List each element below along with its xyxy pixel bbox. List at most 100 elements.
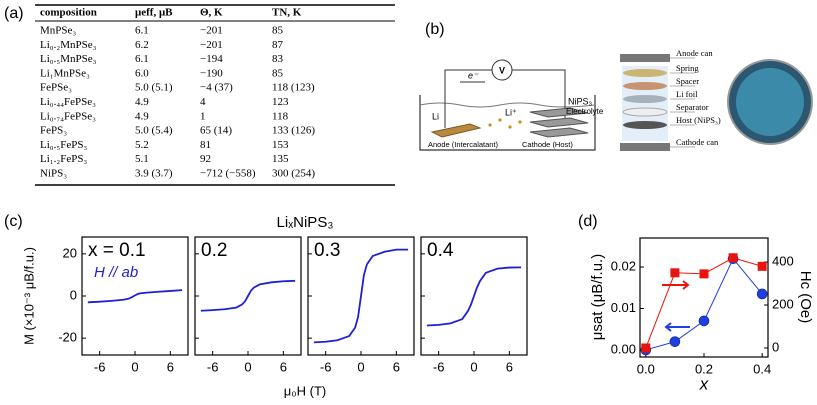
y2-tick-label: 200 [772,296,794,311]
electrolyte [622,66,668,141]
cell: 85 [272,67,284,79]
y2-tick-label: 400 [772,253,794,268]
cell: −201 [200,39,223,51]
panel-label: 0.4 [427,240,454,261]
cell: 6.0 [135,67,149,79]
cell: 85 [272,25,284,37]
cell: 6.2 [135,39,149,51]
cell: Li₁.₂FePS₃ [40,153,87,165]
anode [430,123,482,138]
spring [623,69,667,77]
y-tick-label: 20 [63,245,77,260]
cell: Li₁MnPSe₃ [40,67,90,79]
curve [87,289,183,304]
marker [699,269,709,279]
x-tick-label: 0.0 [637,361,655,376]
panel-label: 0.3 [314,240,340,261]
y-tick-label: 0.01 [611,300,636,315]
wire [444,69,492,128]
anode-label: Anode (Intercalatant) [428,140,499,149]
y-axis-label: M (×10⁻³ μB/f.u.) [21,247,36,345]
x-tick-label: 6 [280,359,287,374]
marker [669,336,681,347]
separator [622,107,668,117]
panel-label: (b) [425,21,445,38]
stack-label: Host (NiPS₃) [676,115,721,125]
y-tick-label: 0 [70,287,77,302]
x-axis-label: x [699,374,709,393]
column-header: composition [40,7,97,19]
electrolyte-level [419,102,596,108]
y-tick-label: 0.00 [611,341,636,356]
cell: 92 [200,153,211,165]
marker [756,288,768,300]
x-tick-label: 0 [131,359,138,374]
stack-labels: Anode can Spring Spacer Li foil Separator Hos… [670,48,721,148]
y2-tick-label: 0 [772,339,779,354]
y-axis-label: μsat (μB/f.u.) [589,254,606,340]
voltmeter [491,59,513,81]
curve [313,248,409,344]
cell: 6.1 [135,53,149,65]
plot-frame [639,237,769,358]
chart-title: LiₓNiPS₃ [277,214,334,231]
cell: −4 (37) [200,82,233,94]
cell: 133 (126) [272,125,315,137]
stack-label: Separator [676,102,709,112]
voltmeter-label: V [499,65,505,75]
cell: FePSe₃ [40,82,72,94]
x-tick-label: -6 [94,359,106,374]
panel-label: x = 0.1 [88,240,146,261]
photo [736,68,804,136]
cell: Li₀.₂MnPSe₃ [40,39,97,51]
cell: 4 [200,96,206,108]
cell: 118 [272,110,289,122]
host-label: NiPS₃ [568,96,593,106]
ion-label: Li⁺ [505,107,517,117]
x-tick-label: 6 [393,359,400,374]
marker [757,261,767,271]
curve [426,266,522,327]
stack-label: Spacer [676,76,699,86]
x-tick-label: -6 [207,359,219,374]
x-tick-label: 0 [470,359,477,374]
marker [728,253,738,263]
beaker [419,95,596,151]
cell: 3.9 (3.7) [135,168,173,180]
panel-label: (a) [4,5,24,22]
y2-axis-label: Hc (Oe) [797,271,814,324]
cell: 81 [200,139,211,151]
cell: 123 [272,96,289,108]
x-axis-label: μ₀H (T) [284,383,327,398]
axis-arrow [664,322,690,332]
cell: 118 (123) [272,82,315,94]
table: composition μeff, μB Θ, K TN, K MnPSe₃ 6.1 −20… [35,4,395,186]
x-tick-label: 0 [357,359,364,374]
cell: Li₀.₄₄FePSe₃ [40,96,96,108]
x-tick-label: -6 [320,359,332,374]
cell: 300 (254) [272,168,315,180]
cell: 153 [272,139,289,151]
cell: −712 (−558) [200,168,256,180]
cell-diagram: V e⁻ Li Li⁺ NiPS₃ Anode (Intercalatant) … [419,59,596,151]
cathode-label: Cathode (Host) [522,140,573,149]
stack-label: Anode can [676,48,713,58]
x-tick-label: -6 [433,359,445,374]
ions [488,118,522,129]
cathode-can [620,143,670,151]
wire [512,69,566,118]
cell: Li₀.₅FePS₃ [40,139,87,151]
cell: 65 (14) [200,125,232,137]
cell: −194 [200,53,223,65]
cell: Li₀.₇₄FePSe₃ [40,110,96,122]
cell: FePS₃ [40,125,67,137]
cell: 4.9 [135,96,149,108]
cell: 5.0 (5.1) [135,82,173,94]
panel-label: (d) [578,213,598,230]
x-tick-label: 6 [506,359,513,374]
cell: 83 [272,53,284,65]
curve [200,279,296,312]
electrolyte-label: Electrolyte [566,107,604,116]
cell: 5.2 [135,139,149,151]
cell: 6.1 [135,25,149,37]
